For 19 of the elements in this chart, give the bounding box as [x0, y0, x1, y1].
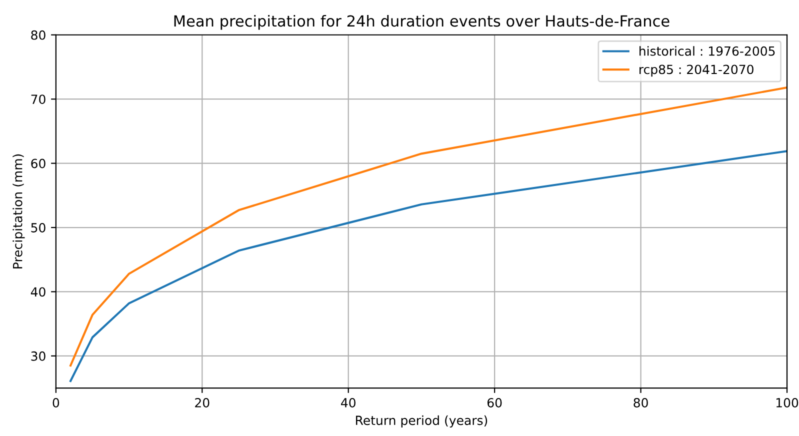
y-tick-label: 40 [30, 287, 46, 297]
y-tick-label: 30 [31, 351, 46, 361]
line-series [70, 86, 788, 367]
x-tick-label: 100 [776, 398, 798, 408]
y-tick-label: 60 [31, 158, 46, 168]
y-axis-title: Precipitation (mm) [12, 154, 25, 268]
x-tick-label: 80 [634, 398, 648, 408]
line-series [70, 150, 788, 382]
legend-label: historical : 1976-2005 [640, 46, 775, 56]
x-axis-title: Return period (years) [356, 415, 488, 428]
x-tick-label: 40 [341, 398, 356, 408]
y-tick-label: 70 [31, 94, 46, 104]
y-tick-label: 80 [31, 30, 46, 40]
legend-label: rcp85 : 2041-2070 [640, 64, 754, 77]
y-tick-label: 50 [31, 222, 46, 232]
chart-title: Mean precipitation for 24h duration events over Hauts-de-France [174, 14, 670, 30]
x-tick-label: 60 [488, 398, 502, 408]
x-tick-label: 20 [195, 398, 210, 408]
x-tick-label: 0 [52, 398, 60, 408]
